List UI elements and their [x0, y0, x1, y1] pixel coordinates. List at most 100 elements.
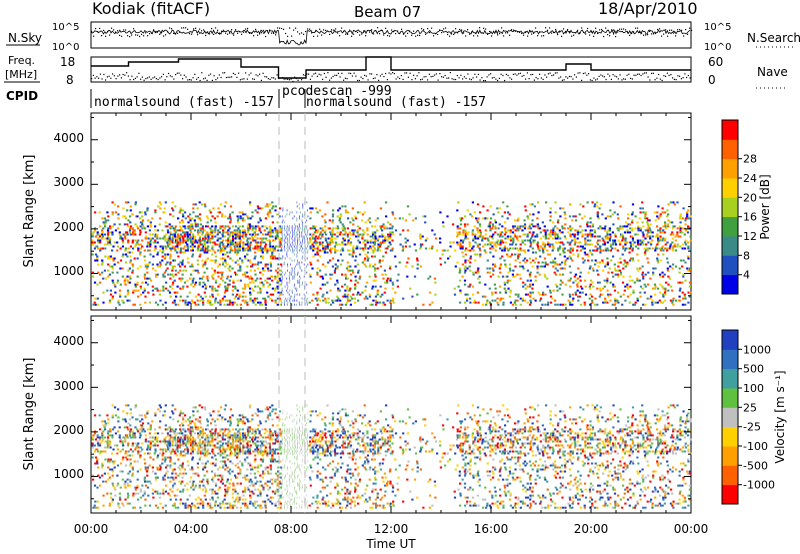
power-echo-mark: [519, 225, 522, 228]
power-echo-mark: [151, 289, 154, 292]
power-echo-mark: [496, 233, 499, 236]
power-echo-mark: [511, 303, 514, 306]
power-echo-mark: [459, 301, 462, 304]
power-echo-mark: [219, 243, 222, 246]
velocity-echo-mark: [137, 442, 140, 445]
power-echo-mark: [669, 243, 672, 246]
power-echo-mark: [284, 221, 286, 224]
power-echo-mark: [297, 279, 299, 282]
power-echo-mark: [136, 215, 139, 218]
noise-search-point: [519, 31, 521, 33]
power-echo-mark: [352, 231, 355, 234]
power-echo-mark: [569, 251, 572, 254]
velocity-echo-mark: [129, 448, 132, 451]
power-echo-mark: [199, 219, 202, 222]
nave-point: [682, 77, 684, 79]
nave-point: [416, 75, 418, 77]
velocity-echo-mark: [104, 458, 107, 461]
power-echo-mark: [252, 227, 255, 230]
power-echo-mark: [312, 233, 315, 236]
power-echo-mark: [469, 249, 472, 252]
power-echo-mark: [257, 221, 260, 224]
velocity-echo-mark: [94, 456, 98, 459]
nave-point: [126, 72, 128, 74]
power-echo-mark: [319, 237, 322, 240]
power-echo-mark: [294, 233, 296, 236]
velocity-echo-mark: [163, 474, 166, 477]
power-echo-mark: [534, 279, 537, 282]
velocity-echo-mark: [159, 440, 162, 443]
velocity-echo-mark: [154, 414, 157, 417]
power-echo-mark: [679, 221, 682, 224]
power-echo-mark: [299, 275, 301, 278]
velocity-echo-mark: [158, 426, 161, 429]
power-echo-mark: [103, 243, 107, 246]
power-echo-mark: [165, 247, 168, 250]
nave-point: [488, 74, 490, 76]
power-echo-mark: [524, 283, 527, 286]
power-echo-mark: [373, 255, 376, 258]
power-echo-mark: [264, 299, 267, 302]
power-echo-mark: [561, 225, 564, 228]
power-echo-mark: [678, 289, 681, 292]
power-echo-mark: [141, 227, 144, 230]
velocity-echo-mark: [106, 492, 109, 495]
power-echo-mark: [557, 247, 560, 250]
power-echo-mark: [449, 241, 452, 244]
power-echo-mark: [169, 285, 172, 288]
power-echo-mark: [479, 233, 482, 236]
power-echo-mark: [596, 201, 599, 204]
power-echo-mark: [337, 259, 340, 262]
power-echo-mark: [654, 249, 657, 252]
power-echo-mark: [117, 227, 120, 230]
velocity-echo-mark: [136, 428, 139, 431]
power-echo-mark: [345, 277, 348, 280]
power-echo-mark: [292, 235, 293, 238]
nave-point: [337, 72, 339, 74]
noise-search-point: [545, 27, 547, 29]
power-echo-mark: [529, 261, 532, 264]
noise-search-point: [633, 31, 635, 33]
power-echo-mark: [219, 257, 222, 260]
nave-point: [183, 74, 185, 76]
power-echo-mark: [654, 301, 657, 304]
power-echo-mark: [206, 239, 209, 242]
power-echo-mark: [682, 297, 685, 300]
power-echo-mark: [276, 257, 279, 260]
power-echo-mark: [117, 205, 120, 208]
power-echo-mark: [306, 257, 308, 260]
power-echo-mark: [587, 233, 590, 236]
power-echo-mark: [259, 255, 263, 258]
power-echo-mark: [179, 269, 182, 272]
power-echo-mark: [155, 275, 158, 278]
power-echo-mark: [599, 293, 602, 296]
power-echo-mark: [374, 295, 377, 298]
nave-point: [589, 79, 591, 81]
power-echo-mark: [659, 259, 662, 262]
power-echo-mark: [241, 261, 244, 264]
power-echo-mark: [604, 229, 607, 232]
power-echo-mark: [387, 245, 390, 248]
power-echo-mark: [211, 289, 214, 292]
power-echo-mark: [264, 303, 267, 306]
power-echo-mark: [361, 213, 365, 216]
power-echo-mark: [286, 235, 288, 238]
power-echo-mark: [307, 263, 309, 266]
power-echo-mark: [336, 281, 339, 284]
power-echo-mark: [316, 249, 319, 252]
power-echo-mark: [357, 239, 360, 242]
power-echo-mark: [494, 227, 497, 230]
power-echo-mark: [467, 259, 470, 262]
power-echo-mark: [364, 285, 367, 288]
power-echo-mark: [598, 239, 601, 242]
power-echo-mark: [127, 291, 130, 294]
power-echo-mark: [231, 225, 234, 228]
power-echo-mark: [166, 267, 169, 270]
noise-search-point: [297, 31, 299, 33]
velocity-echo-mark: [101, 434, 104, 437]
power-echo-mark: [241, 245, 245, 248]
power-echo-mark: [247, 285, 250, 288]
velocity-echo-mark: [129, 436, 132, 439]
power-echo-mark: [226, 263, 229, 266]
nave-point: [99, 73, 101, 75]
